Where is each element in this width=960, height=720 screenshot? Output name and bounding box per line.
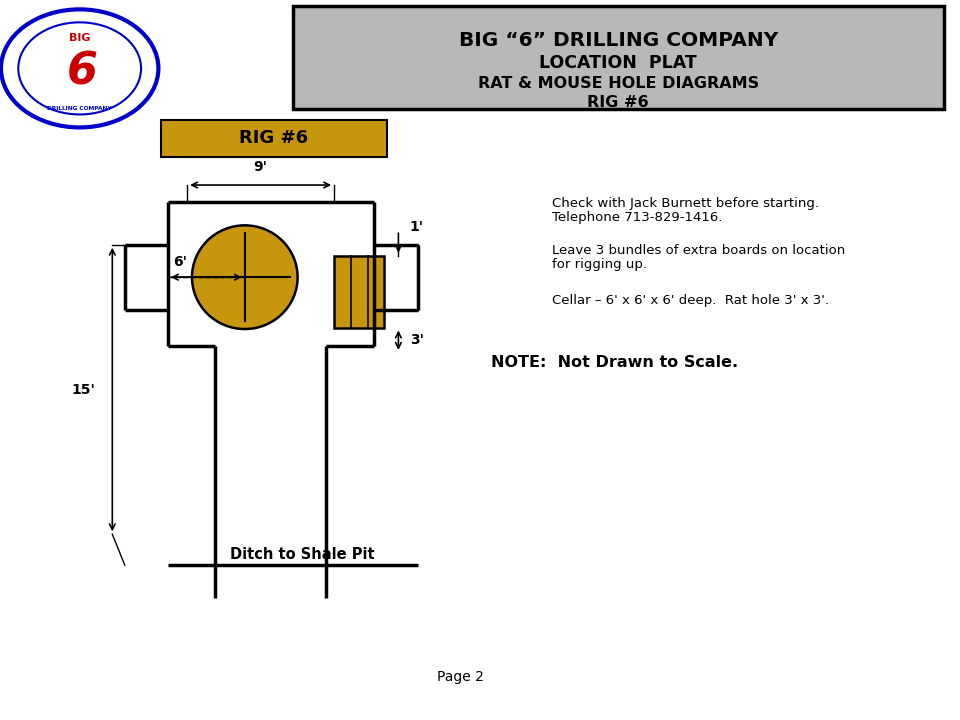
Ellipse shape <box>192 225 298 329</box>
Text: LOCATION  PLAT: LOCATION PLAT <box>540 55 697 73</box>
Text: Telephone 713-829-1416.: Telephone 713-829-1416. <box>552 211 722 224</box>
Text: 3': 3' <box>410 333 424 347</box>
Bar <box>334 256 384 328</box>
Bar <box>161 120 387 157</box>
Text: 6: 6 <box>67 50 98 94</box>
Text: Ditch to Shale Pit: Ditch to Shale Pit <box>230 546 374 562</box>
Circle shape <box>18 22 141 114</box>
Text: Check with Jack Burnett before starting.: Check with Jack Burnett before starting. <box>552 197 819 210</box>
Text: 1': 1' <box>410 220 424 234</box>
Text: RAT & MOUSE HOLE DIAGRAMS: RAT & MOUSE HOLE DIAGRAMS <box>478 76 758 91</box>
Bar <box>293 6 944 109</box>
Text: RIG #6: RIG #6 <box>239 130 308 148</box>
Text: RIG #6: RIG #6 <box>588 96 649 110</box>
Text: DRILLING COMPANY: DRILLING COMPANY <box>47 106 112 110</box>
Text: NOTE:  Not Drawn to Scale.: NOTE: Not Drawn to Scale. <box>491 355 738 369</box>
Text: BIG: BIG <box>69 33 90 43</box>
Text: 6': 6' <box>173 255 187 269</box>
Text: 9': 9' <box>253 161 268 174</box>
Text: BIG “6” DRILLING COMPANY: BIG “6” DRILLING COMPANY <box>459 31 778 50</box>
Circle shape <box>1 9 158 127</box>
Text: Cellar – 6' x 6' x 6' deep.  Rat hole 3' x 3'.: Cellar – 6' x 6' x 6' deep. Rat hole 3' … <box>552 294 829 307</box>
Text: Page 2: Page 2 <box>438 670 484 684</box>
Text: 15': 15' <box>72 382 95 397</box>
Text: for rigging up.: for rigging up. <box>552 258 647 271</box>
Text: Leave 3 bundles of extra boards on location: Leave 3 bundles of extra boards on locat… <box>552 244 845 257</box>
